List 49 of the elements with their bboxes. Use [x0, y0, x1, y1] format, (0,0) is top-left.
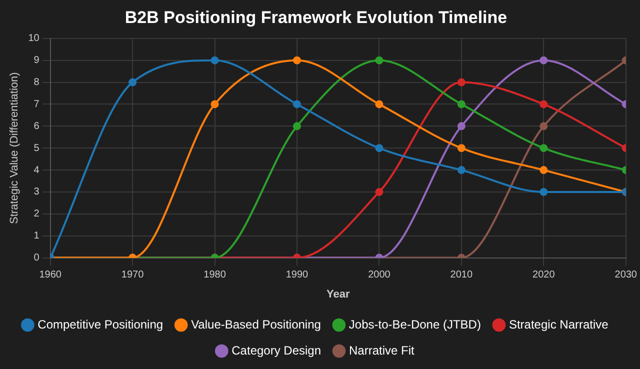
- point: [540, 122, 548, 130]
- point: [540, 144, 548, 152]
- point: [128, 78, 137, 86]
- y-tick-label: 1: [34, 230, 40, 242]
- point: [457, 100, 466, 108]
- y-tick-label: 9: [34, 55, 40, 66]
- point: [375, 56, 384, 64]
- chart-title: B2B Positioning Framework Evolution Timeline: [124, 8, 508, 27]
- x-tick-label: 2000: [368, 270, 391, 281]
- legend-label: Jobs-to-Be-Done (JTBD): [348, 317, 481, 332]
- legend-label: Narrative Fit: [349, 343, 416, 358]
- legend-label: Category Design: [232, 343, 322, 358]
- y-tick-label: 5: [34, 142, 40, 154]
- legend-label: Competitive Positioning: [38, 317, 164, 332]
- legend-label: Strategic Narrative: [508, 317, 609, 332]
- point: [540, 166, 548, 174]
- y-axis-title: Strategic Value (Differentiation): [8, 72, 21, 224]
- point: [375, 188, 384, 196]
- point: [540, 188, 548, 196]
- point: [457, 122, 466, 130]
- point: [457, 166, 466, 174]
- point: [210, 56, 219, 64]
- point: [457, 144, 466, 152]
- x-tick-label: 2030: [614, 270, 638, 281]
- y-tick-label: 10: [28, 33, 40, 44]
- point: [292, 56, 301, 64]
- point: [375, 144, 384, 152]
- y-tick-label: 7: [34, 98, 40, 110]
- point: [540, 100, 548, 108]
- x-tick-label: 1960: [39, 270, 62, 281]
- point: [292, 100, 301, 108]
- y-tick-label: 0: [34, 252, 40, 264]
- point: [292, 122, 301, 130]
- y-tick-label: 6: [34, 120, 40, 132]
- x-tick-label: 1980: [204, 270, 226, 281]
- y-tick-label: 2: [34, 208, 40, 220]
- x-tick-label: 1970: [121, 270, 144, 281]
- y-tick-label: 3: [34, 186, 40, 198]
- x-tick-label: 2010: [450, 270, 473, 281]
- point: [210, 100, 219, 108]
- point: [375, 100, 384, 108]
- x-tick-label: 2020: [532, 270, 556, 281]
- y-tick-label: 4: [34, 164, 40, 176]
- point: [540, 56, 548, 64]
- x-tick-label: 1990: [286, 270, 309, 281]
- legend-label: Value-Based Positioning: [191, 317, 321, 332]
- x-axis-title: Year: [326, 288, 350, 300]
- y-tick-label: 8: [34, 77, 40, 88]
- point: [457, 78, 466, 86]
